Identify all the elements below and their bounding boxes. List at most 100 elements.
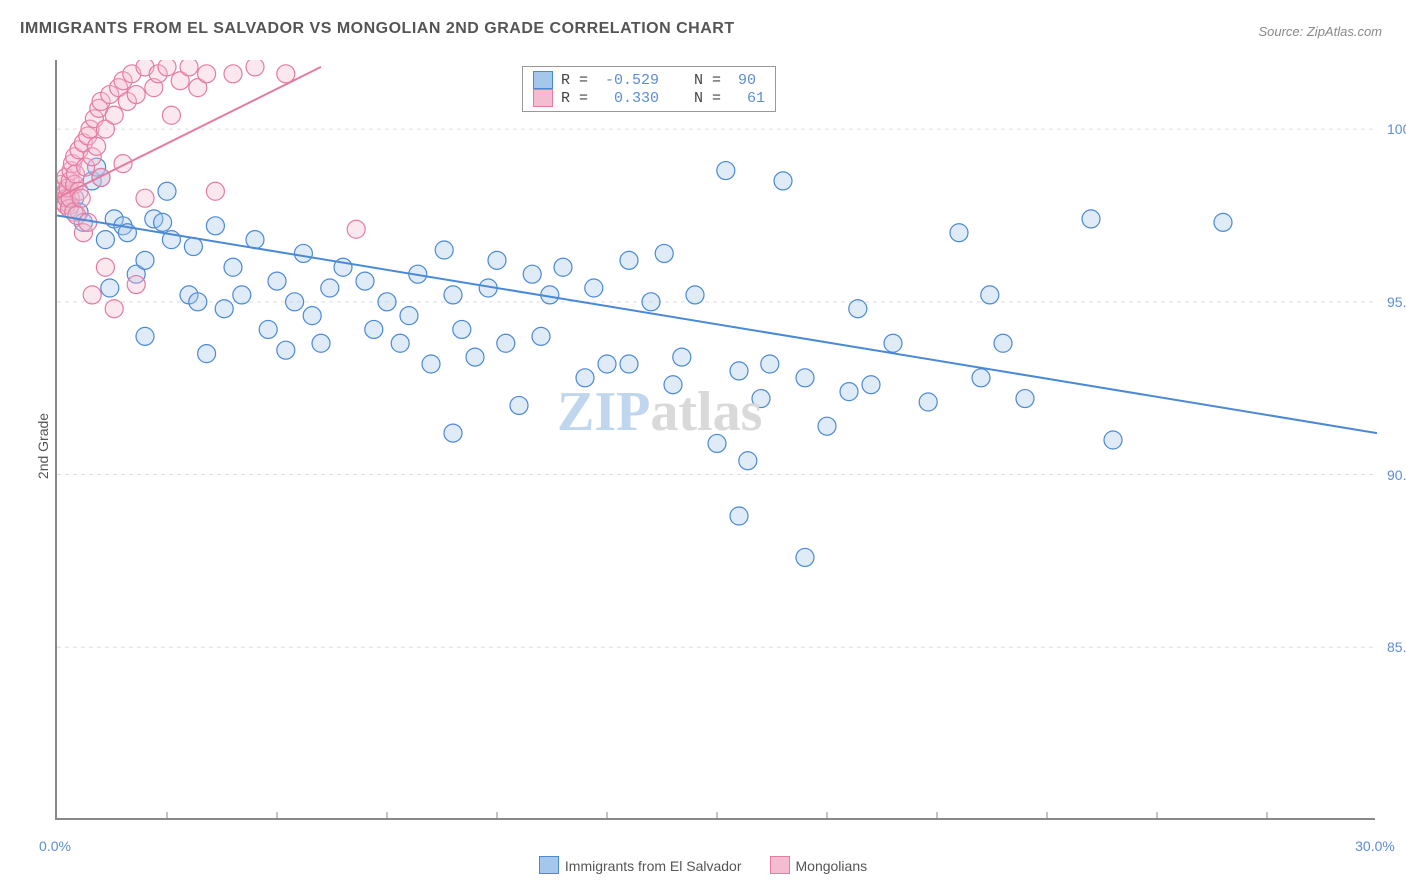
data-point (96, 231, 114, 249)
data-point (158, 60, 176, 76)
data-point (162, 106, 180, 124)
legend-r-label: R = (561, 72, 597, 89)
data-point (981, 286, 999, 304)
data-point (576, 369, 594, 387)
legend-swatch (770, 856, 790, 874)
y-tick-label: 85.0% (1387, 639, 1406, 655)
data-point (114, 155, 132, 173)
data-point (642, 293, 660, 311)
data-point (950, 224, 968, 242)
data-point (444, 424, 462, 442)
data-point (1214, 213, 1232, 231)
data-point (598, 355, 616, 373)
data-point (1082, 210, 1100, 228)
data-point (796, 369, 814, 387)
chart-container: IMMIGRANTS FROM EL SALVADOR VS MONGOLIAN… (0, 0, 1406, 892)
data-point (96, 258, 114, 276)
data-point (136, 327, 154, 345)
data-point (532, 327, 550, 345)
legend-swatch (539, 856, 559, 874)
data-point (1016, 390, 1034, 408)
data-point (88, 137, 106, 155)
data-point (277, 341, 295, 359)
data-point (321, 279, 339, 297)
data-point (840, 383, 858, 401)
plot-svg (57, 60, 1377, 820)
legend-label: Mongolians (796, 858, 868, 874)
data-point (620, 355, 638, 373)
data-point (884, 334, 902, 352)
data-point (303, 307, 321, 325)
data-point (154, 213, 172, 231)
data-point (664, 376, 682, 394)
data-point (585, 279, 603, 297)
data-point (246, 231, 264, 249)
legend-swatch (533, 71, 553, 89)
y-tick-label: 95.0% (1387, 294, 1406, 310)
data-point (1104, 431, 1122, 449)
data-point (400, 307, 418, 325)
data-point (365, 320, 383, 338)
data-point (488, 251, 506, 269)
y-tick-label: 100.0% (1387, 121, 1406, 137)
legend-n-value: 90 (738, 72, 756, 89)
x-tick-label: 30.0% (1355, 838, 1395, 854)
data-point (523, 265, 541, 283)
x-tick-label: 0.0% (39, 838, 71, 854)
data-point (435, 241, 453, 259)
legend-n-label: N = (667, 90, 730, 107)
data-point (554, 258, 572, 276)
legend-r-label: R = (561, 90, 597, 107)
data-point (233, 286, 251, 304)
data-point (184, 238, 202, 256)
data-point (818, 417, 836, 435)
data-point (686, 286, 704, 304)
data-point (378, 293, 396, 311)
data-point (849, 300, 867, 318)
data-point (620, 251, 638, 269)
data-point (294, 244, 312, 262)
data-point (356, 272, 374, 290)
data-point (862, 376, 880, 394)
data-point (105, 300, 123, 318)
legend-label: Immigrants from El Salvador (565, 858, 742, 874)
data-point (72, 189, 90, 207)
series-legend: Immigrants from El Salvador Mongolians (0, 856, 1406, 874)
data-point (510, 396, 528, 414)
legend-r-value: 0.330 (605, 90, 659, 107)
data-point (136, 189, 154, 207)
data-point (422, 355, 440, 373)
data-point (105, 106, 123, 124)
data-point (136, 251, 154, 269)
data-point (919, 393, 937, 411)
trend-line (57, 215, 1377, 433)
data-point (127, 276, 145, 294)
data-point (180, 60, 198, 76)
data-point (83, 286, 101, 304)
data-point (286, 293, 304, 311)
data-point (673, 348, 691, 366)
data-point (158, 182, 176, 200)
data-point (198, 65, 216, 83)
data-point (92, 168, 110, 186)
data-point (198, 345, 216, 363)
legend-n-value: 61 (738, 90, 765, 107)
legend-item: Mongolians (770, 858, 868, 874)
data-point (761, 355, 779, 373)
data-point (994, 334, 1012, 352)
data-point (774, 172, 792, 190)
data-point (246, 60, 264, 76)
chart-title: IMMIGRANTS FROM EL SALVADOR VS MONGOLIAN… (20, 20, 735, 38)
legend-row: R = 0.330 N = 61 (533, 89, 765, 107)
data-point (466, 348, 484, 366)
data-point (268, 272, 286, 290)
data-point (796, 548, 814, 566)
plot-area: ZIPatlas R = -0.529 N = 90R = 0.330 N = … (55, 60, 1375, 820)
data-point (444, 286, 462, 304)
data-point (224, 258, 242, 276)
source-attribution: Source: ZipAtlas.com (1258, 24, 1382, 39)
data-point (127, 86, 145, 104)
data-point (206, 182, 224, 200)
data-point (259, 320, 277, 338)
data-point (391, 334, 409, 352)
